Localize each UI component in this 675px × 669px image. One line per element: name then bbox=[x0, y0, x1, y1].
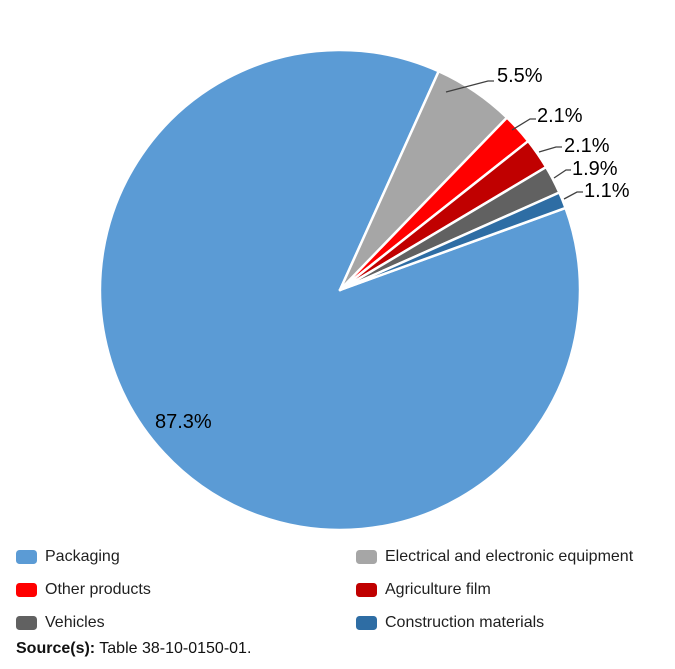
leader-line-vehicles bbox=[553, 169, 571, 179]
legend-swatch-vehicles bbox=[16, 616, 37, 630]
legend-label-vehicles: Vehicles bbox=[45, 614, 105, 631]
data-label-other-products: 2.1% bbox=[537, 105, 583, 127]
legend-item-construction-materials: Construction materials bbox=[356, 614, 545, 631]
leader-line-construction-materials bbox=[563, 191, 583, 200]
legend-item-vehicles: Vehicles bbox=[16, 614, 105, 631]
legend-label-agriculture-film: Agriculture film bbox=[385, 581, 491, 598]
data-label-packaging: 87.3% bbox=[155, 411, 212, 433]
legend-swatch-packaging bbox=[16, 550, 37, 564]
legend-swatch-other-products bbox=[16, 583, 37, 597]
legend-swatch-construction-materials bbox=[356, 616, 377, 630]
data-label-construction-materials: 1.1% bbox=[584, 180, 630, 202]
pie-slice-construction-materials bbox=[338, 191, 567, 292]
data-label-agriculture-film: 2.1% bbox=[564, 135, 610, 157]
legend-label-other-products: Other products bbox=[45, 581, 151, 598]
pie-chart: 87.3%5.5%2.1%2.1%1.9%1.1% bbox=[98, 48, 630, 532]
legend-item-packaging: Packaging bbox=[16, 548, 120, 565]
legend-label-electrical-and-electronic-equipment: Electrical and electronic equipment bbox=[385, 548, 634, 565]
source-note: Source(s): Table 38-10-0150-01. bbox=[16, 640, 251, 658]
legend-label-construction-materials: Construction materials bbox=[385, 614, 545, 631]
source-prefix: Source(s): bbox=[16, 640, 96, 657]
legend-swatch-electrical-and-electronic-equipment bbox=[356, 550, 377, 564]
leader-line-agriculture-film bbox=[538, 146, 562, 153]
data-label-electrical-and-electronic-equipment: 5.5% bbox=[497, 65, 543, 87]
legend-swatch-agriculture-film bbox=[356, 583, 377, 597]
source-text: Table 38-10-0150-01. bbox=[99, 640, 252, 657]
legend-item-electrical-and-electronic-equipment: Electrical and electronic equipment bbox=[356, 548, 634, 565]
legend-item-other-products: Other products bbox=[16, 581, 151, 598]
leader-line-electrical-and-electronic-equipment bbox=[445, 80, 494, 93]
legend-label-packaging: Packaging bbox=[45, 548, 120, 565]
data-label-vehicles: 1.9% bbox=[572, 158, 618, 180]
leader-line-other-products bbox=[511, 118, 536, 131]
legend-item-agriculture-film: Agriculture film bbox=[356, 581, 491, 598]
